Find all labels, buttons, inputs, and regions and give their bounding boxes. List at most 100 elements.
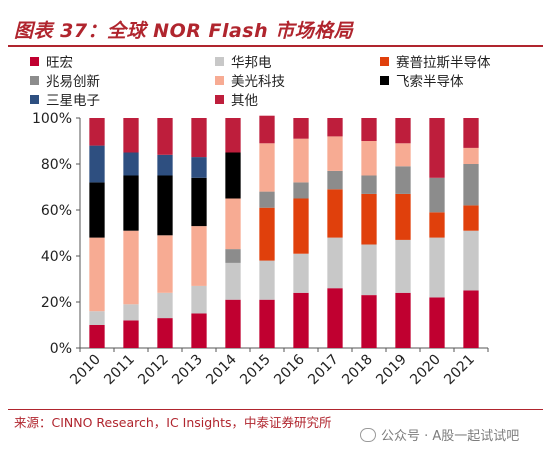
- bar-segment: [157, 318, 173, 348]
- bar-segment: [157, 175, 173, 236]
- bar-segment: [429, 297, 445, 348]
- legend-label: 赛普拉斯半导体: [396, 55, 491, 71]
- bar-segment: [395, 239, 411, 293]
- bar-segment: [327, 237, 343, 289]
- legend-label: 兆易创新: [46, 74, 100, 90]
- legend-item: 旺宏: [30, 52, 73, 71]
- bar-segment: [293, 138, 309, 183]
- x-tick-label: 2013: [169, 352, 206, 389]
- x-tick-label: 2011: [101, 352, 138, 389]
- bar-segment: [191, 226, 207, 286]
- x-tick-label: 2017: [305, 352, 342, 389]
- bar-segment: [157, 292, 173, 319]
- legend-item: 其他: [215, 90, 258, 109]
- legend-label: 其他: [231, 93, 258, 109]
- legend-label: 美光科技: [231, 74, 285, 90]
- bar-segment: [327, 288, 343, 348]
- y-tick-label: 60%: [41, 203, 72, 219]
- bar-segment: [89, 145, 105, 183]
- x-tick-label: 2016: [271, 351, 308, 388]
- bar-segment: [395, 118, 411, 144]
- bar-segment: [191, 285, 207, 314]
- bar-segment: [191, 177, 207, 227]
- x-tick-label: 2014: [203, 351, 240, 388]
- bar-segment: [225, 249, 241, 263]
- legend-swatch: [30, 56, 39, 66]
- legend-swatch: [380, 56, 389, 66]
- bar-segment: [225, 299, 241, 348]
- legend-swatch: [30, 75, 39, 85]
- wechat-icon: [360, 427, 376, 442]
- bar-segment: [89, 118, 105, 146]
- legend-label: 飞索半导体: [396, 74, 464, 90]
- x-tick-label: 2019: [373, 352, 410, 389]
- legend-item: 美光科技: [215, 71, 285, 90]
- bar-segment: [157, 235, 173, 293]
- bar-segment: [395, 166, 411, 194]
- bar-segment: [259, 191, 275, 208]
- legend-item: 兆易创新: [30, 71, 100, 90]
- bar-segment: [429, 177, 445, 213]
- x-tick-label: 2018: [339, 352, 376, 389]
- bar-segment: [327, 170, 343, 190]
- bar-segment: [123, 320, 139, 348]
- y-tick-label: 100%: [32, 111, 72, 127]
- bar-segment: [225, 262, 241, 300]
- bar-segment: [259, 299, 275, 348]
- bar-segment: [89, 237, 105, 312]
- watermark: 公众号 · A股一起试试吧: [360, 425, 519, 444]
- y-tick-label: 40%: [41, 249, 72, 265]
- chart-title: 图表 37：全球 NOR Flash 市场格局: [14, 20, 354, 42]
- watermark-text: 公众号 · A股一起试试吧: [381, 429, 520, 444]
- bar-segment: [429, 212, 445, 238]
- bar-segment: [327, 189, 343, 238]
- bar-segment: [429, 118, 445, 178]
- bar-segment: [429, 237, 445, 298]
- bar-segment: [293, 182, 309, 199]
- bar-segment: [225, 198, 241, 250]
- y-tick-label: 20%: [41, 295, 72, 311]
- bar-segment: [463, 147, 479, 164]
- legend-item: 三星电子: [30, 90, 100, 109]
- bar-segment: [89, 311, 105, 325]
- bar-segment: [463, 230, 479, 291]
- bar-segment: [259, 115, 275, 144]
- x-tick-label: 2020: [407, 352, 444, 389]
- legend-label: 三星电子: [46, 93, 100, 109]
- x-tick-label: 2021: [441, 352, 478, 389]
- bar-segment: [259, 207, 275, 261]
- bar-segment: [327, 136, 343, 171]
- bar-segment: [191, 118, 207, 158]
- bar-segment: [327, 118, 343, 137]
- legend-item: 赛普拉斯半导体: [380, 52, 491, 71]
- bar-segment: [123, 230, 139, 305]
- bar-segment: [89, 325, 105, 348]
- bar-segment: [463, 290, 479, 348]
- source-note: 来源：CINNO Research，IC Insights，中泰证券研究所: [14, 415, 332, 430]
- legend-swatch: [380, 75, 389, 85]
- bar-segment: [361, 141, 377, 176]
- bar-segment: [293, 118, 309, 139]
- header: 图表 37：全球 NOR Flash 市场格局: [8, 12, 543, 47]
- legend-swatch: [215, 75, 224, 85]
- legend-swatch: [30, 94, 39, 104]
- bar-segment: [395, 143, 411, 167]
- bar-segment: [463, 118, 479, 148]
- bar-segment: [361, 118, 377, 141]
- legend-swatch: [215, 56, 224, 66]
- x-tick-label: 2015: [237, 352, 274, 389]
- x-tick-label: 2012: [135, 352, 172, 389]
- bar-segment: [463, 164, 479, 206]
- bar-segment: [395, 292, 411, 348]
- bar-segment: [361, 244, 377, 296]
- legend-swatch: [215, 94, 224, 104]
- bar-segment: [361, 193, 377, 245]
- bar-segment: [361, 295, 377, 348]
- bar-segment: [123, 118, 139, 153]
- bar-segment: [463, 205, 479, 231]
- bar-segment: [293, 253, 309, 293]
- bar-segment: [191, 157, 207, 178]
- legend-label: 旺宏: [46, 55, 73, 71]
- bar-segment: [361, 175, 377, 194]
- y-tick-label: 0%: [50, 341, 72, 357]
